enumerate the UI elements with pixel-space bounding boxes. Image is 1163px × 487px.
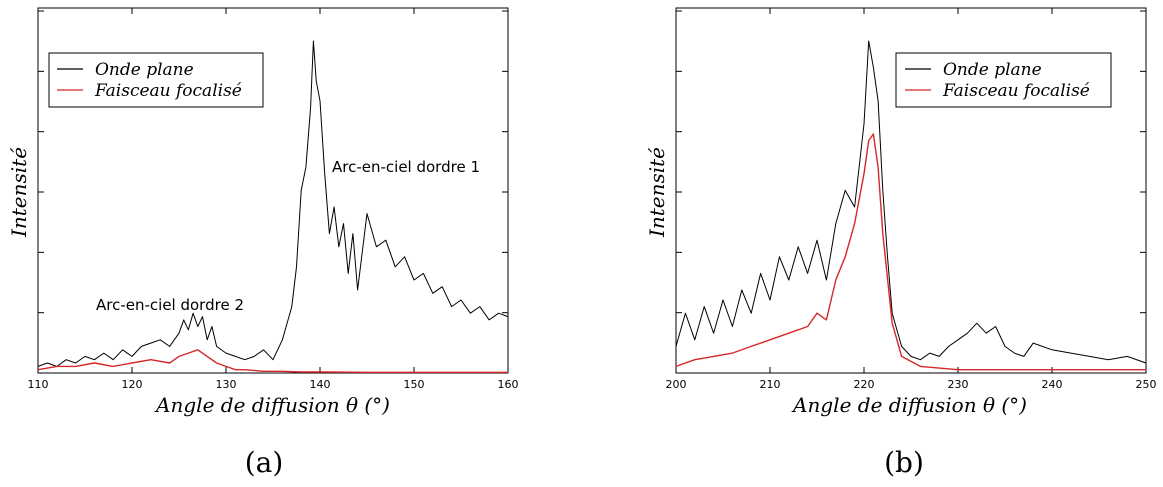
x-tick-label-b-230: 230	[948, 378, 969, 391]
legend-label-faisceau-a: Faisceau focalisé	[94, 81, 242, 101]
x-tick-label-b-240: 240	[1042, 378, 1063, 391]
x-tick-label-a-140: 140	[310, 378, 331, 391]
x-axis-label-b: Angle de diffusion θ (°)	[791, 393, 1027, 417]
x-tick-label-b-250: 250	[1136, 378, 1157, 391]
x-tick-label-a-160: 160	[498, 378, 519, 391]
y-axis-label-b: Intensité	[645, 147, 669, 238]
x-tick-label-a-120: 120	[122, 378, 143, 391]
x-tick-label-b-210: 210	[760, 378, 781, 391]
x-tick-label-a-110: 110	[28, 378, 49, 391]
x-axis-label-a: Angle de diffusion θ (°)	[154, 393, 390, 417]
x-tick-label-a-150: 150	[404, 378, 425, 391]
panel-caption-b: (b)	[884, 446, 924, 479]
legend-label-onde-plane-a: Onde plane	[95, 60, 194, 80]
series-line-b-faisceau-focalise	[675, 133, 1146, 371]
legend-a: Onde plane Faisceau focalisé	[48, 52, 264, 108]
legend-b: Onde plane Faisceau focalisé	[895, 52, 1112, 108]
plot-frame-a	[37, 7, 509, 374]
series-line-a-faisceau-focalise	[37, 349, 508, 373]
y-axis-label-a: Intensité	[7, 147, 31, 238]
chart-panel-b: 200 210 220 230 240 250 Onde plane Faisceau f…	[645, 7, 1157, 479]
legend-label-faisceau-b: Faisceau focalisé	[942, 81, 1090, 101]
series-line-b-onde-plane	[675, 40, 1147, 364]
annotation-ordre-1: Arc-en-ciel dordre 1	[332, 158, 480, 176]
legend-label-onde-plane-b: Onde plane	[943, 60, 1042, 80]
legend-box-a	[48, 52, 264, 108]
x-tick-label-b-220: 220	[854, 378, 875, 391]
chart-panel-a: 110 120 130 140 150 160 Onde plane Faisceau f…	[7, 7, 519, 479]
panel-caption-a: (a)	[245, 446, 284, 479]
x-tick-label-b-200: 200	[666, 378, 687, 391]
legend-box-b	[895, 52, 1112, 108]
series-a	[37, 40, 509, 373]
annotation-ordre-2: Arc-en-ciel dordre 2	[96, 296, 244, 314]
series-b	[675, 40, 1147, 371]
plot-frame-b	[675, 7, 1147, 374]
series-line-a-onde-plane	[37, 40, 509, 367]
x-tick-label-a-130: 130	[216, 378, 237, 391]
